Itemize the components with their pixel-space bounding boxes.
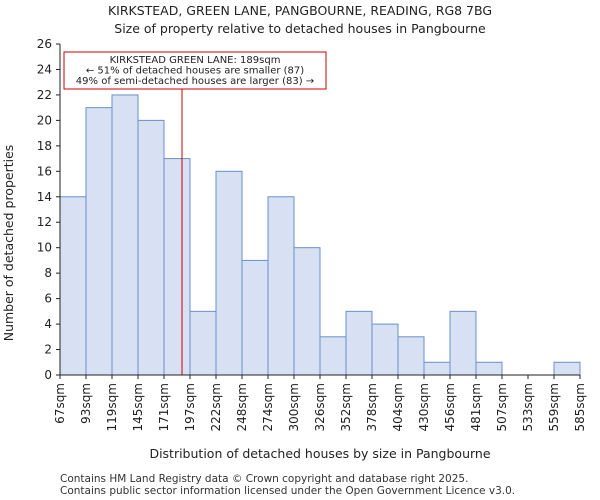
annotation-line: ← 51% of detached houses are smaller (87… — [86, 66, 304, 77]
x-axis-label: Distribution of detached houses by size … — [149, 446, 490, 461]
histogram-bar — [371, 323, 399, 376]
histogram-bar — [449, 310, 477, 376]
histogram-bar — [345, 310, 373, 376]
footer-line-1: Contains HM Land Registry data © Crown c… — [60, 473, 468, 485]
y-tick-label: 10 — [37, 241, 52, 255]
histogram-bar — [241, 259, 269, 376]
x-tick-label: 352sqm — [339, 383, 353, 431]
x-tick-label: 197sqm — [183, 383, 197, 431]
x-tick-label: 404sqm — [391, 383, 405, 431]
x-tick-label: 378sqm — [365, 383, 379, 431]
y-tick-label: 4 — [44, 317, 52, 331]
x-tick-label: 248sqm — [235, 383, 249, 431]
y-tick-label: 26 — [37, 37, 52, 51]
chart-subtitle: Size of property relative to detached ho… — [114, 21, 486, 36]
annotation-box — [63, 51, 327, 90]
x-tick-label: 300sqm — [287, 383, 301, 431]
x-tick-label: 93sqm — [79, 383, 93, 424]
x-tick-label: 326sqm — [313, 383, 327, 431]
histogram-bar — [319, 336, 347, 376]
x-tick-label: 481sqm — [469, 383, 483, 431]
x-tick-label: 274sqm — [261, 383, 275, 431]
x-tick-label: 456sqm — [443, 383, 457, 431]
y-tick-label: 2 — [44, 343, 52, 357]
y-tick-label: 14 — [37, 190, 52, 204]
x-tick-label: 171sqm — [157, 383, 171, 431]
x-tick-label: 67sqm — [53, 383, 67, 424]
y-tick-label: 22 — [37, 88, 52, 102]
y-tick-label: 12 — [37, 215, 52, 229]
y-tick-label: 18 — [37, 139, 52, 153]
x-tick-label: 430sqm — [417, 383, 431, 431]
y-tick-label: 0 — [44, 368, 52, 382]
histogram-bar — [163, 158, 191, 376]
footer-line-2: Contains public sector information licen… — [60, 485, 515, 497]
histogram-bar — [475, 361, 503, 376]
y-tick-label: 20 — [37, 113, 52, 127]
histogram-bar — [293, 247, 321, 376]
y-tick-label: 6 — [44, 292, 52, 306]
histogram-bar — [111, 94, 139, 376]
x-tick-label: 145sqm — [131, 383, 145, 431]
y-axis-label: Number of detached properties — [1, 145, 16, 342]
histogram-bar — [267, 196, 295, 376]
histogram-bar — [59, 196, 87, 376]
y-tick-label: 24 — [37, 62, 52, 76]
annotation-line: KIRKSTEAD GREEN LANE: 189sqm — [110, 55, 281, 66]
histogram-bar — [423, 361, 451, 376]
x-tick-label: 585sqm — [573, 383, 587, 431]
x-tick-label: 222sqm — [209, 383, 223, 431]
x-tick-label: 559sqm — [547, 383, 561, 431]
histogram-bar — [137, 119, 165, 376]
histogram-bar — [215, 170, 243, 376]
annotation-line: 49% of semi-detached houses are larger (… — [76, 76, 314, 87]
histogram-bar — [553, 361, 581, 376]
y-tick-label: 8 — [44, 266, 52, 280]
histogram-bar — [189, 310, 217, 376]
chart-title: KIRKSTEAD, GREEN LANE, PANGBOURNE, READI… — [108, 3, 492, 18]
x-tick-label: 533sqm — [521, 383, 535, 431]
y-tick-label: 16 — [37, 164, 52, 178]
x-tick-label: 507sqm — [495, 383, 509, 431]
histogram-bar — [397, 336, 425, 376]
x-tick-label: 119sqm — [105, 383, 119, 431]
histogram-bar — [85, 107, 113, 376]
